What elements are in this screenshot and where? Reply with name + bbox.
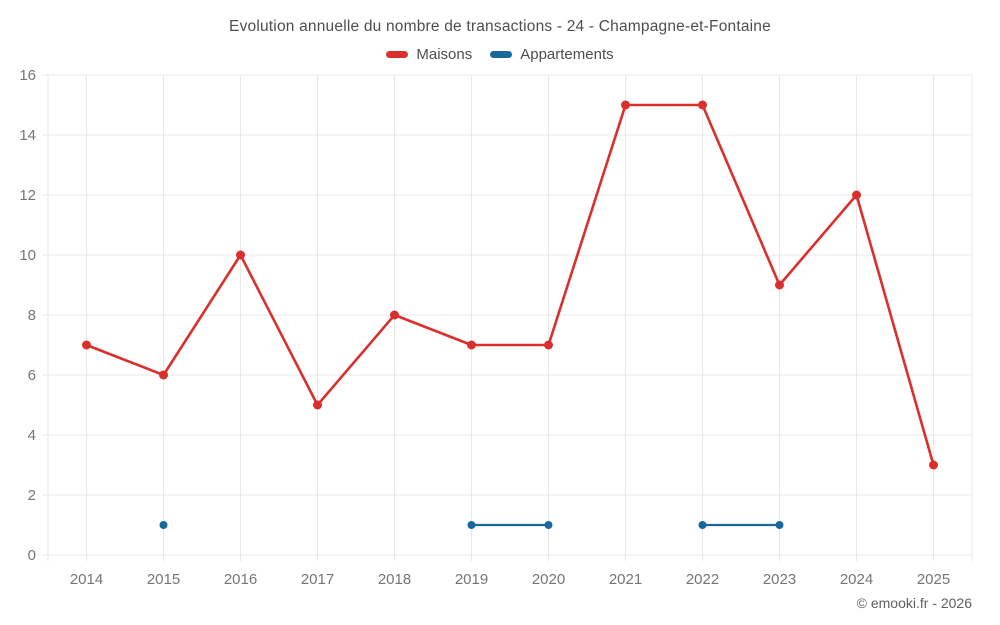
y-tick-label: 2 xyxy=(28,487,36,504)
x-tick-label: 2019 xyxy=(455,571,488,588)
data-point-maisons-2022[interactable] xyxy=(698,100,707,110)
x-tick-label: 2024 xyxy=(840,571,873,588)
data-point-maisons-2019[interactable] xyxy=(467,340,476,350)
data-point-maisons-2025[interactable] xyxy=(929,460,938,470)
y-tick-label: 16 xyxy=(19,67,36,84)
y-tick-label: 6 xyxy=(28,367,36,384)
chart-title: Evolution annuelle du nombre de transact… xyxy=(229,18,771,35)
x-tick-label: 2020 xyxy=(532,571,565,588)
chart-legend: Maisons Appartements xyxy=(0,46,1000,63)
y-tick-label: 14 xyxy=(19,127,36,144)
x-tick-label: 2023 xyxy=(763,571,796,588)
legend-item-appartements[interactable]: Appartements xyxy=(490,46,614,63)
x-tick-label: 2021 xyxy=(609,571,642,588)
x-tick-label: 2016 xyxy=(224,571,257,588)
legend-item-maisons[interactable]: Maisons xyxy=(386,46,472,63)
data-point-appartements-2020[interactable] xyxy=(544,521,553,529)
data-point-maisons-2024[interactable] xyxy=(852,190,861,200)
copyright-text: © emooki.fr - 2026 xyxy=(856,595,972,611)
data-point-maisons-2015[interactable] xyxy=(159,370,168,380)
y-tick-label: 10 xyxy=(19,247,36,264)
data-point-maisons-2014[interactable] xyxy=(82,340,91,350)
x-tick-label: 2014 xyxy=(70,571,103,588)
y-tick-label: 8 xyxy=(28,307,36,324)
legend-label-maisons: Maisons xyxy=(416,46,473,63)
legend-swatch-appartements-icon xyxy=(490,51,513,58)
series-line-maisons xyxy=(85,103,935,467)
y-tick-label: 12 xyxy=(19,187,36,204)
x-tick-label: 2022 xyxy=(686,571,719,588)
x-tick-label: 2015 xyxy=(147,571,180,588)
data-point-appartements-2019[interactable] xyxy=(467,521,476,529)
data-point-maisons-2018[interactable] xyxy=(390,310,399,320)
x-tick-label: 2025 xyxy=(917,571,950,588)
y-tick-label: 0 xyxy=(28,547,36,564)
data-point-maisons-2017[interactable] xyxy=(313,400,322,410)
legend-swatch-maisons-icon xyxy=(386,51,409,58)
data-point-maisons-2021[interactable] xyxy=(621,100,630,110)
x-tick-label: 2018 xyxy=(378,571,411,588)
data-point-maisons-2016[interactable] xyxy=(236,250,245,260)
x-tick-label: 2017 xyxy=(301,571,334,588)
legend-label-appartements: Appartements xyxy=(520,46,614,63)
data-point-appartements-2023[interactable] xyxy=(775,521,784,529)
data-point-appartements-2022[interactable] xyxy=(698,521,707,529)
data-point-maisons-2020[interactable] xyxy=(544,340,553,350)
data-point-maisons-2023[interactable] xyxy=(775,280,784,290)
y-tick-label: 4 xyxy=(28,427,36,444)
data-point-appartements-2015[interactable] xyxy=(159,521,168,529)
